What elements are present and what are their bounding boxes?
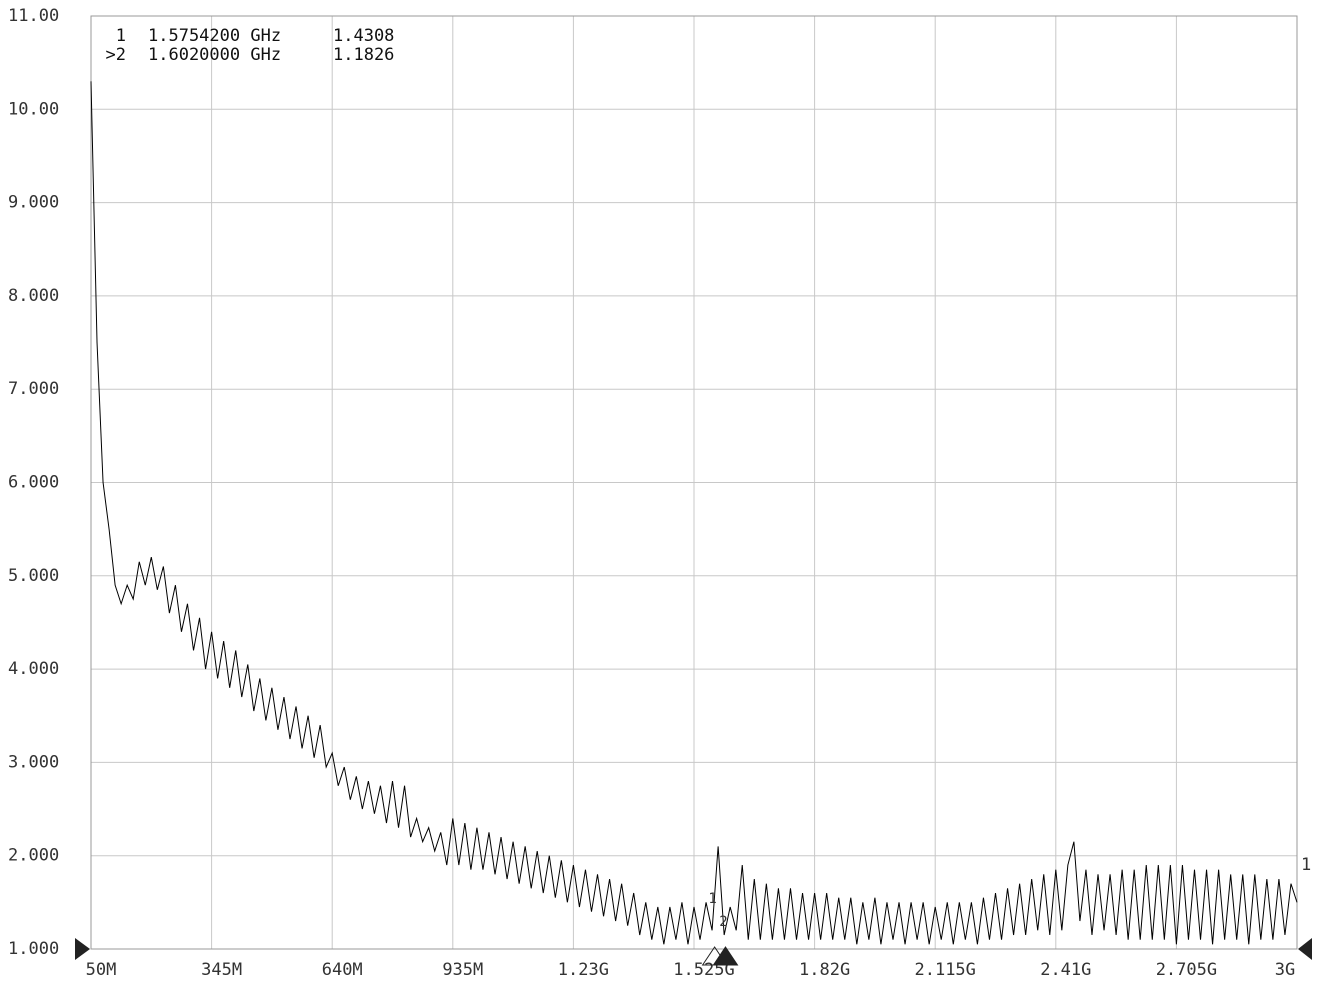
x-tick-label: 935M (442, 960, 483, 980)
y-tick-label: 3.000 (8, 752, 59, 772)
y-tick-label: 5.000 (8, 566, 59, 586)
y-tick-label: 6.000 (8, 473, 59, 493)
y-tick-label: 11.00 (8, 6, 59, 26)
marker-readout-id: >2 (106, 45, 126, 65)
y-tick-label: 1.000 (8, 939, 59, 959)
x-tick-label: 640M (322, 960, 363, 980)
marker-readout-frequency: 1.6020000 GHz (148, 45, 281, 65)
marker-readout-frequency: 1.5754200 GHz (148, 26, 281, 46)
x-tick-label: 50M (86, 960, 117, 980)
x-tick-label: 2.705G (1156, 960, 1217, 980)
y-tick-label: 8.000 (8, 286, 59, 306)
marker-readout-value: 1.1826 (333, 45, 394, 65)
plot-border (90, 15, 1298, 950)
marker-readout-value: 1.4308 (333, 26, 394, 46)
x-tick-label: 1.82G (799, 960, 850, 980)
y-tick-label: 7.000 (8, 379, 59, 399)
x-tick-label: 1.23G (558, 960, 609, 980)
reference-arrow-left (75, 938, 90, 960)
y-tick-label: 2.000 (8, 846, 59, 866)
reference-arrow-right (1298, 938, 1312, 960)
trace-label: 1 (1301, 855, 1311, 875)
y-tick-label: 9.000 (8, 193, 59, 213)
y-tick-label: 10.00 (8, 99, 59, 119)
x-tick-label: 345M (201, 960, 242, 980)
x-tick-label: 2.41G (1040, 960, 1091, 980)
x-tick-label: 3G (1275, 960, 1295, 980)
marker-label: 1 (708, 891, 716, 907)
trace (90, 81, 1298, 945)
y-tick-label: 4.000 (8, 659, 59, 679)
marker-label: 2 (719, 914, 727, 930)
x-tick-label: 2.115G (914, 960, 975, 980)
marker-arrow (712, 946, 739, 966)
marker-readout-id: 1 (116, 26, 126, 46)
